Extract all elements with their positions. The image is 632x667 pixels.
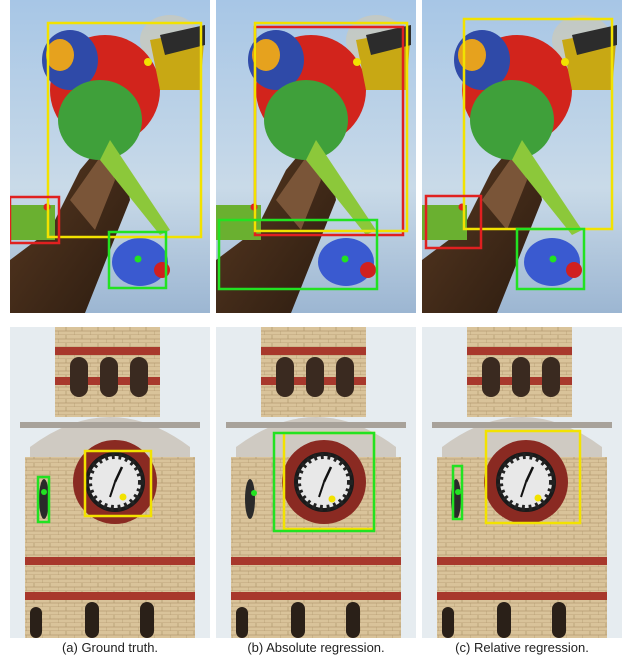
abs-box-clock-green (272, 431, 376, 533)
tower-panel-c (422, 327, 622, 638)
gt-box-clock-green (36, 475, 51, 524)
caption-ground-truth: (a) Ground truth. (61, 640, 159, 655)
rel-box-clock-green (451, 464, 464, 521)
caption-absolute-regression: (b) Absolute regression. (247, 640, 385, 655)
caption-relative-regression: (c) Relative regression. (455, 640, 589, 655)
abs-box-yellow (253, 21, 409, 233)
parrot-panel-c (422, 0, 622, 313)
gt-box-green (107, 230, 168, 290)
rel-box-green (515, 227, 586, 291)
rel-box-red (424, 194, 483, 250)
parrot-panel-b (216, 0, 416, 313)
gt-box-red (10, 195, 61, 245)
rel-box-clock-yellow (484, 429, 582, 525)
tower-panel-b (216, 327, 416, 638)
gt-box-clock-yellow (83, 449, 153, 518)
tower-panel-a (10, 327, 210, 638)
parrot-panel-a (10, 0, 210, 313)
abs-box-green (217, 218, 379, 291)
gt-box-yellow (46, 21, 203, 239)
